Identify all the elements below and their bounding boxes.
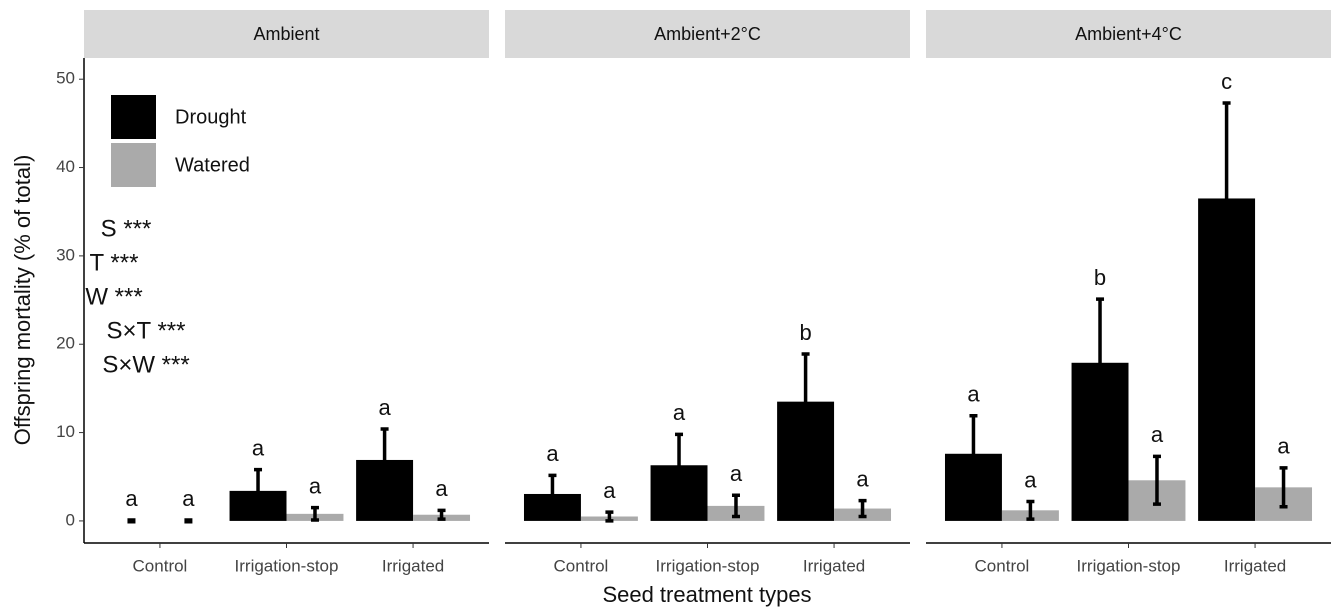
error-bar [310,505,319,522]
error-bar [380,427,389,493]
significance-letter: a [435,476,448,501]
annotation: W *** [85,283,142,310]
annotation: T *** [90,249,139,276]
x-axis-label: Seed treatment types [602,582,811,607]
error-bar [1096,297,1105,429]
x-tick-label: Control [133,556,188,575]
error-bar [858,498,867,519]
significance-letter: a [252,435,265,460]
x-tick-label: Irrigated [1224,556,1286,575]
significance-letter: a [309,473,322,498]
y-tick-label: 50 [56,69,75,88]
legend-swatch [111,95,156,139]
significance-letter: a [1024,467,1037,492]
strip-label: Ambient+4°C [1075,24,1182,44]
annotation: S×T *** [107,317,186,344]
legend-label: Drought [175,106,247,128]
error-bar [254,467,263,514]
error-bar [801,352,810,452]
error-bar [675,432,684,498]
x-tick-label: Irrigated [382,556,444,575]
y-tick-label: 20 [56,334,75,353]
significance-letter: b [1094,265,1106,290]
significance-letter: b [799,320,811,345]
error-bar [731,493,740,519]
significance-letter: c [1221,69,1232,94]
significance-letter: a [673,400,686,425]
error-bar [1222,101,1231,296]
legend-label: Watered [175,154,250,176]
significance-letter: a [125,486,138,511]
error-bar [605,510,614,523]
significance-letter: a [1277,434,1290,459]
significance-letter: a [182,486,195,511]
strip [926,10,1331,58]
x-tick-label: Irrigated [803,556,865,575]
strip-label: Ambient+2°C [654,24,761,44]
x-tick-label: Irrigation-stop [1077,556,1181,575]
y-axis-label: Offspring mortality (% of total) [10,155,35,446]
strip [505,10,910,58]
error-bar [1026,499,1035,521]
y-tick-label: 30 [56,245,75,264]
significance-letter: a [378,395,391,420]
y-tick-label: 10 [56,422,75,441]
x-tick-label: Irrigation-stop [656,556,760,575]
significance-letter: a [730,461,743,486]
significance-letter: a [1151,422,1164,447]
significance-letter: a [546,441,559,466]
error-bar [184,518,193,524]
x-tick-label: Control [554,556,609,575]
significance-letter: a [856,466,869,491]
significance-letter: a [603,478,616,503]
annotation: S×W *** [102,351,189,378]
x-tick-label: Irrigation-stop [235,556,339,575]
y-tick-label: 0 [66,510,75,529]
error-bar [1152,454,1161,506]
annotation: S *** [101,215,152,242]
significance-letter: a [967,382,980,407]
error-bar [437,508,446,521]
error-bar [969,414,978,494]
strip [84,10,489,58]
y-tick-label: 40 [56,157,75,176]
error-bar [127,518,136,524]
error-bar [1279,466,1288,509]
strip-label: Ambient [253,24,319,44]
legend-swatch [111,143,156,187]
error-bar [548,473,557,515]
x-tick-label: Control [975,556,1030,575]
